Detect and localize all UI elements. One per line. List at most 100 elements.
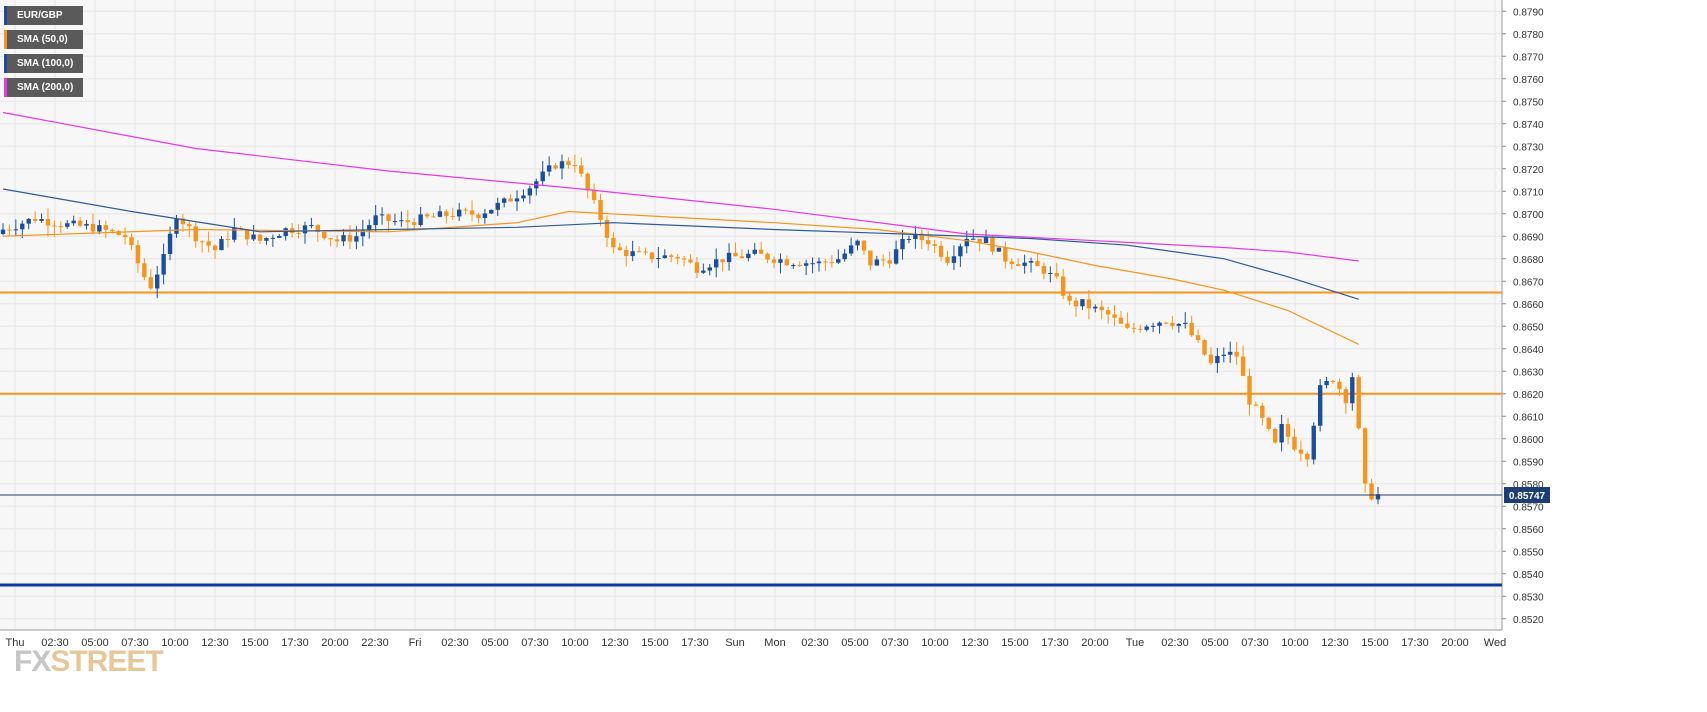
candle-body	[990, 237, 995, 252]
y-tick-label: 0.8610	[1513, 412, 1544, 423]
candle-body	[714, 259, 719, 268]
y-tick-label: 0.8680	[1513, 255, 1544, 266]
legend: EUR/GBP SMA (50,0) SMA (100,0) SMA (200,…	[4, 6, 84, 97]
candle-body	[1105, 310, 1111, 315]
candle-body	[386, 214, 391, 222]
candle-body	[848, 245, 854, 254]
candle-body	[450, 215, 455, 217]
y-tick-label: 0.8540	[1513, 570, 1544, 581]
candle-body	[199, 241, 205, 243]
candle-body	[444, 211, 449, 216]
y-tick-label: 0.8560	[1513, 525, 1544, 536]
candle-body	[996, 247, 1002, 252]
y-tick-label: 0.8730	[1513, 142, 1544, 153]
legend-item-eurgbp[interactable]: EUR/GBP	[4, 6, 84, 25]
candle-body	[598, 200, 603, 220]
x-tick-label: Mon	[764, 637, 785, 649]
x-tick-label: 17:30	[1041, 637, 1069, 649]
y-tick-label: 0.8650	[1513, 322, 1544, 333]
candle-body	[1099, 306, 1104, 311]
candle-body	[232, 227, 237, 240]
candle-body	[77, 220, 83, 226]
x-tick-label: 07:30	[1241, 637, 1269, 649]
y-tick-label: 0.8630	[1513, 367, 1544, 378]
candle-body	[1240, 356, 1246, 376]
candle-body	[418, 214, 423, 226]
candle-body	[277, 235, 282, 238]
candle-body	[379, 214, 385, 216]
candle-body	[611, 237, 616, 248]
candle-body	[669, 255, 674, 257]
x-tick-label: 07:30	[521, 637, 549, 649]
candle-body	[52, 225, 57, 227]
candle-body	[681, 258, 687, 260]
candle-body	[1266, 417, 1271, 429]
candle-body	[739, 256, 745, 258]
candle-body	[624, 249, 629, 257]
candle-body	[508, 198, 513, 202]
candle-body	[630, 251, 635, 257]
candle-body	[675, 256, 680, 259]
current-price-badge	[1504, 487, 1550, 503]
candle-body	[1260, 405, 1265, 418]
candle-body	[116, 231, 121, 235]
candle-body	[187, 224, 192, 227]
candle-body	[1298, 449, 1304, 454]
candle-body	[103, 225, 109, 230]
candle-body	[1118, 317, 1124, 324]
legend-swatch	[4, 30, 7, 49]
candle-body	[1208, 354, 1214, 364]
sma-100-line	[2, 188, 1359, 300]
candle-body	[868, 250, 873, 266]
y-tick-label: 0.8600	[1513, 435, 1544, 446]
candle-body	[881, 259, 886, 261]
x-tick-label: 05:00	[481, 637, 509, 649]
candle-body	[810, 263, 815, 265]
candle-body	[823, 261, 828, 263]
candle-body	[585, 173, 590, 191]
candle-body	[1234, 351, 1239, 357]
candle-body	[7, 229, 12, 231]
y-tick-label: 0.8640	[1513, 345, 1544, 356]
candle-body	[913, 233, 918, 239]
candle-body	[720, 259, 725, 263]
candle-body	[964, 238, 969, 247]
candle-body	[32, 218, 38, 221]
legend-label: SMA (200,0)	[17, 82, 74, 93]
y-tick-label: 0.8710	[1513, 187, 1544, 198]
candle-body	[572, 165, 578, 167]
candle-body	[861, 240, 867, 251]
y-tick-label: 0.8780	[1513, 30, 1544, 41]
x-tick-label: 22:30	[361, 637, 389, 649]
candle-body	[546, 165, 552, 172]
candle-body	[951, 256, 957, 263]
y-tick-label: 0.8690	[1513, 232, 1544, 243]
candle-body	[1015, 264, 1021, 266]
candle-body	[887, 260, 892, 264]
candle-body	[489, 209, 494, 214]
y-tick-label: 0.8700	[1513, 210, 1544, 221]
candle-body	[84, 223, 89, 226]
candle-body	[1272, 428, 1278, 443]
x-tick-label: 20:00	[321, 637, 349, 649]
candle-body	[482, 213, 488, 218]
candle-body	[1343, 389, 1349, 404]
candle-body	[643, 251, 648, 253]
legend-item-sma200[interactable]: SMA (200,0)	[4, 78, 84, 97]
candle-body	[20, 223, 25, 230]
x-tick-label: 10:00	[921, 637, 949, 649]
candle-body	[836, 259, 841, 263]
candle-body	[1086, 299, 1092, 309]
candle-body	[206, 241, 211, 246]
candle-body	[527, 188, 533, 196]
x-tick-label: Tue	[1126, 637, 1145, 649]
legend-swatch	[4, 54, 7, 73]
candle-body	[58, 226, 64, 228]
y-tick-label: 0.8660	[1513, 300, 1544, 311]
candle-body	[906, 238, 912, 240]
candle-body	[334, 239, 340, 242]
legend-item-sma50[interactable]: SMA (50,0)	[4, 30, 84, 49]
x-tick-label: 10:00	[561, 637, 589, 649]
candle-body	[322, 232, 327, 239]
legend-item-sma100[interactable]: SMA (100,0)	[4, 54, 84, 73]
